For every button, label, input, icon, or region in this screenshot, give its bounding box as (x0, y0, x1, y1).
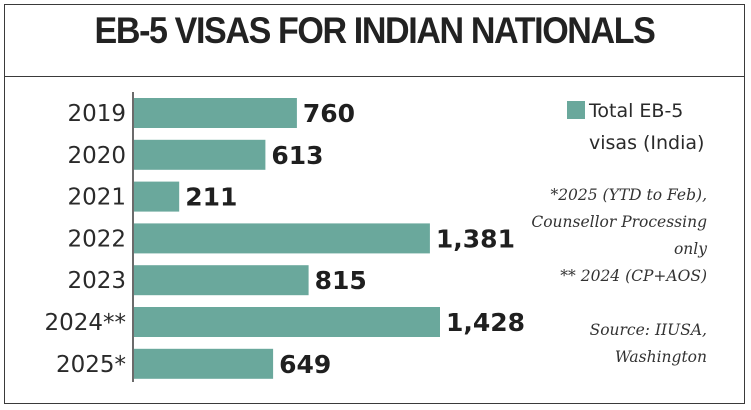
footnote-2024: ** 2024 (CP+AOS) (560, 267, 707, 285)
category-label: 2023 (67, 268, 126, 294)
legend-swatch (567, 101, 585, 119)
category-label: 2022 (67, 226, 126, 252)
value-label: 1,428 (446, 308, 525, 337)
value-labels-group: 760 613 211 1,381 815 1,428 649 (185, 99, 525, 379)
footnotes: *2025 (YTD to Feb), Counsellor Processin… (507, 182, 707, 290)
bar-2021 (134, 181, 180, 212)
category-label: 2021 (67, 185, 126, 211)
legend: Total EB-5 visas (India) (567, 95, 719, 159)
footnote-2025: *2025 (YTD to Feb), Counsellor Processin… (531, 186, 707, 258)
source-note: Source: IIUSA, Washington (589, 321, 707, 366)
value-label: 815 (315, 266, 367, 295)
value-label: 649 (279, 350, 331, 379)
bar-2020 (134, 139, 266, 170)
value-label: 211 (185, 183, 237, 212)
title-divider (4, 76, 745, 77)
value-label: 613 (271, 141, 323, 170)
bar-2019 (134, 98, 297, 128)
bar-2024 (134, 307, 440, 337)
category-label: 2024** (44, 310, 126, 336)
bar-2023 (134, 265, 309, 296)
bars-group (134, 98, 440, 379)
value-label: 760 (303, 99, 355, 128)
legend-label: Total EB-5 visas (India) (589, 100, 705, 154)
category-label: 2019 (67, 101, 126, 127)
category-label: 2025* (56, 352, 126, 378)
category-labels-group: 2019 2020 2021 2022 2023 2024** 2025* (44, 101, 126, 378)
bar-2025 (134, 348, 274, 379)
value-label: 1,381 (436, 224, 515, 253)
chart-title: EB-5 VISAS FOR INDIAN NATIONALS (94, 10, 656, 51)
category-label: 2020 (67, 143, 126, 169)
bar-2022 (134, 223, 430, 254)
chart-frame (4, 4, 745, 404)
